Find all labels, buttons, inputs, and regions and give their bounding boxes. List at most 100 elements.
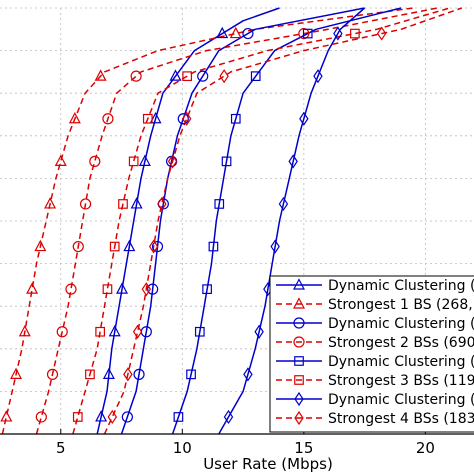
series-marker-2 — [18, 324, 31, 337]
series-marker-5 — [214, 199, 225, 209]
legend-marker-4 — [293, 336, 305, 348]
x-tick-label-10: 10 — [173, 439, 192, 457]
series-marker-1 — [102, 367, 115, 379]
series-marker-3 — [147, 283, 159, 295]
series-marker-4 — [130, 70, 142, 82]
series-marker-7 — [288, 154, 298, 169]
series-marker-8 — [107, 409, 118, 425]
series-marker-7 — [243, 367, 253, 382]
legend-marker-1 — [293, 278, 305, 290]
series-marker-2 — [94, 69, 107, 81]
series-marker-8 — [148, 239, 159, 254]
series-marker-1 — [108, 324, 121, 337]
series-marker-7 — [333, 26, 343, 41]
series-marker-4 — [65, 283, 77, 295]
series-marker-5 — [186, 369, 196, 380]
series-marker-2 — [44, 197, 57, 209]
series-line-8 — [103, 7, 463, 435]
series-marker-3 — [121, 411, 133, 423]
legend-marker-6 — [294, 375, 304, 385]
series-marker-3 — [242, 27, 254, 40]
legend-marker-7 — [294, 391, 304, 407]
series-marker-3 — [197, 70, 209, 82]
series-marker-8 — [123, 367, 133, 382]
series-marker-2 — [229, 26, 242, 39]
legend-label-7: Dynamic Clustering (183 — [328, 392, 474, 408]
series-marker-5 — [202, 284, 212, 295]
series-marker-2 — [34, 239, 47, 252]
series-marker-1 — [123, 239, 136, 252]
series-marker-2 — [10, 367, 23, 379]
series-marker-6 — [109, 241, 120, 252]
series-marker-6 — [128, 156, 139, 167]
series-marker-6 — [142, 113, 153, 124]
series-marker-1 — [130, 197, 143, 209]
series-marker-5 — [250, 71, 261, 82]
series-marker-4 — [56, 326, 68, 338]
series-marker-1 — [116, 282, 129, 294]
legend-label-2: Strongest 1 BS (268, 734 — [328, 297, 474, 313]
series-marker-4 — [72, 240, 84, 253]
series-marker-4 — [35, 411, 47, 423]
series-marker-1 — [138, 154, 151, 166]
series-marker-3 — [177, 113, 189, 125]
series-marker-1 — [169, 69, 182, 81]
series-marker-3 — [133, 368, 145, 380]
series-line-6 — [72, 7, 450, 435]
series-marker-7 — [299, 111, 309, 126]
series-marker-1 — [95, 410, 108, 422]
x-tick-label-20: 20 — [416, 439, 435, 457]
series-marker-1 — [216, 26, 229, 39]
series-marker-2 — [0, 410, 13, 422]
series-marker-4 — [298, 27, 310, 40]
series-marker-6 — [72, 412, 83, 422]
series-marker-1 — [149, 111, 162, 124]
legend: Dynamic Clustering (268 Strongest 1 BS (… — [269, 275, 474, 433]
series-markers — [0, 26, 387, 425]
legend-marker-2 — [293, 297, 305, 309]
legend-marker-8 — [294, 410, 304, 426]
series-marker-5 — [208, 241, 219, 252]
series-marker-6 — [85, 369, 95, 380]
series-marker-8 — [157, 196, 167, 212]
legend-label-5: Dynamic Clustering (119 — [328, 354, 474, 370]
x-tick-label-5: 5 — [56, 439, 66, 457]
series-marker-6 — [182, 71, 193, 82]
series-marker-6 — [118, 199, 128, 209]
series-marker-2 — [26, 282, 39, 294]
series-line-2 — [1, 7, 414, 435]
series-marker-6 — [102, 284, 113, 295]
series-marker-4 — [89, 155, 101, 167]
series-marker-7 — [223, 409, 234, 425]
legend-label-6: Strongest 3 BSs (1197, — [328, 373, 474, 389]
series-marker-8 — [141, 282, 152, 297]
series-marker-5 — [221, 156, 232, 167]
series-marker-5 — [173, 412, 184, 422]
legend-label-8: Strongest 4 BSs (1832, 3 — [328, 411, 474, 427]
series-marker-4 — [102, 113, 114, 125]
series-marker-5 — [302, 28, 313, 39]
legend-marker-5 — [294, 356, 304, 366]
x-tick-label-15: 15 — [294, 439, 313, 457]
series-marker-4 — [79, 198, 92, 210]
series-marker-5 — [194, 326, 205, 337]
series-marker-6 — [350, 28, 360, 39]
series-marker-3 — [151, 240, 164, 253]
series-marker-8 — [132, 324, 143, 339]
series-marker-8 — [181, 111, 192, 126]
legend-box — [269, 275, 474, 433]
legend-label-4: Strongest 2 BSs (690, 1 — [328, 335, 474, 351]
series-marker-2 — [68, 111, 81, 124]
series-marker-7 — [270, 239, 280, 254]
series-marker-7 — [254, 324, 264, 339]
series-marker-2 — [54, 154, 67, 166]
series-marker-5 — [230, 113, 241, 124]
x-axis-label: User Rate (Mbps) — [203, 455, 333, 473]
series-marker-8 — [376, 26, 387, 41]
legend-marker-3 — [293, 317, 305, 329]
series-marker-4 — [46, 368, 59, 380]
series-marker-8 — [167, 154, 178, 169]
series-marker-6 — [95, 326, 105, 337]
series-marker-7 — [313, 69, 323, 84]
